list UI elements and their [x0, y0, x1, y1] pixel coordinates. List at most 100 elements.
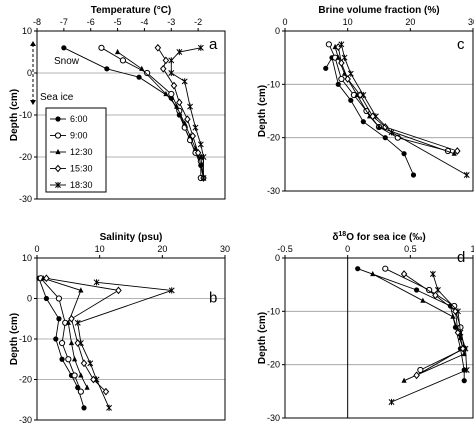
panel-c: 0 10 20 30 -30 -20 -10 0 Brine volume fraction (…	[257, 5, 474, 196]
data-point	[65, 319, 71, 325]
series-line	[325, 56, 414, 176]
data-point	[68, 339, 75, 346]
data-point	[176, 48, 183, 56]
x-tick-label: -6	[87, 17, 95, 27]
x-tick-label: 30	[468, 17, 474, 27]
x-tick-label: -0.5	[277, 244, 293, 254]
legend-label: 9:00	[70, 131, 88, 141]
y-axis-label: Depth (cm)	[9, 89, 20, 141]
data-point	[344, 75, 351, 83]
data-point	[59, 356, 65, 362]
data-point	[410, 172, 417, 178]
series-600	[323, 55, 417, 178]
data-point	[168, 57, 175, 64]
data-point	[338, 41, 345, 48]
data-point	[72, 356, 78, 362]
data-point	[77, 388, 84, 395]
legend-marker	[55, 116, 61, 122]
legend-marker	[54, 132, 62, 139]
y-tick-label: -10	[19, 334, 32, 344]
x-tick-label: 30	[220, 244, 230, 254]
panel-letter: d	[457, 249, 465, 266]
data-point	[176, 98, 183, 107]
series-line	[403, 273, 464, 376]
series-1830	[74, 279, 175, 411]
data-point	[401, 377, 407, 383]
y-tick-label: -30	[19, 415, 32, 425]
series-line	[43, 277, 88, 388]
x-tick-label: 0	[282, 17, 287, 27]
data-point	[335, 81, 341, 87]
data-point	[114, 48, 121, 55]
data-point	[388, 129, 395, 136]
data-point	[382, 135, 388, 141]
x-tick-label: 0	[345, 244, 350, 254]
legend-marker	[55, 148, 61, 155]
chart-title: Salinity (psu)	[100, 232, 163, 243]
data-point	[182, 120, 188, 126]
plot-frame	[284, 257, 474, 419]
data-point	[455, 308, 461, 315]
x-tick-label: -4	[140, 17, 148, 27]
y-tick-label: 10	[22, 253, 32, 263]
data-point	[115, 286, 122, 295]
data-point	[159, 64, 167, 73]
x-tick-label: 10	[343, 17, 353, 27]
data-point	[382, 123, 389, 131]
series-900	[98, 44, 204, 182]
y-tick-label: -30	[267, 413, 280, 423]
data-point	[189, 132, 197, 140]
legend-label: 12:30	[70, 147, 93, 157]
panel-letter: b	[209, 290, 217, 307]
arrow-up-head	[30, 41, 36, 46]
data-point	[181, 78, 188, 85]
legend-marker	[55, 181, 61, 189]
data-point	[162, 56, 170, 65]
data-point	[370, 270, 376, 277]
data-point	[338, 59, 345, 67]
data-point	[104, 66, 110, 72]
data-point	[136, 74, 142, 80]
data-point	[400, 270, 408, 278]
y-tick-label: -20	[19, 375, 32, 385]
x-tick-label: -7	[60, 17, 68, 27]
data-point	[417, 366, 424, 374]
data-point	[53, 336, 59, 342]
series-600	[355, 266, 467, 384]
y-tick-label: -20	[267, 360, 280, 370]
y-tick-label: 0	[27, 294, 32, 304]
data-point	[432, 291, 439, 300]
x-tick-label: 20	[405, 17, 415, 27]
series-line	[328, 44, 449, 152]
x-tick-label: 0.5	[404, 244, 417, 254]
legend-label: 18:30	[70, 180, 93, 190]
y-tick-label: -20	[19, 152, 32, 162]
data-point	[74, 339, 81, 347]
sea-ice-label: Sea ice	[40, 92, 74, 103]
data-point	[457, 334, 464, 341]
data-point	[457, 329, 464, 336]
data-point	[168, 90, 175, 98]
data-point	[77, 339, 84, 347]
data-point	[197, 141, 204, 148]
data-point	[58, 339, 66, 347]
data-point	[168, 287, 175, 294]
x-tick-label: 20	[157, 244, 167, 254]
legend-label: 6:00	[70, 114, 88, 124]
data-point	[184, 115, 191, 124]
series-line	[391, 273, 468, 403]
series-line	[372, 273, 465, 382]
data-point	[56, 316, 62, 322]
y-tick-label: 0	[275, 26, 280, 36]
data-point	[43, 295, 50, 302]
data-point	[197, 44, 204, 51]
data-point	[163, 90, 169, 97]
data-point	[61, 45, 67, 51]
data-point	[463, 171, 470, 179]
data-point	[325, 41, 332, 48]
y-axis-label: Depth (cm)	[257, 85, 268, 137]
data-point	[401, 151, 407, 157]
panel-letter: a	[209, 36, 218, 53]
data-point	[372, 113, 379, 120]
